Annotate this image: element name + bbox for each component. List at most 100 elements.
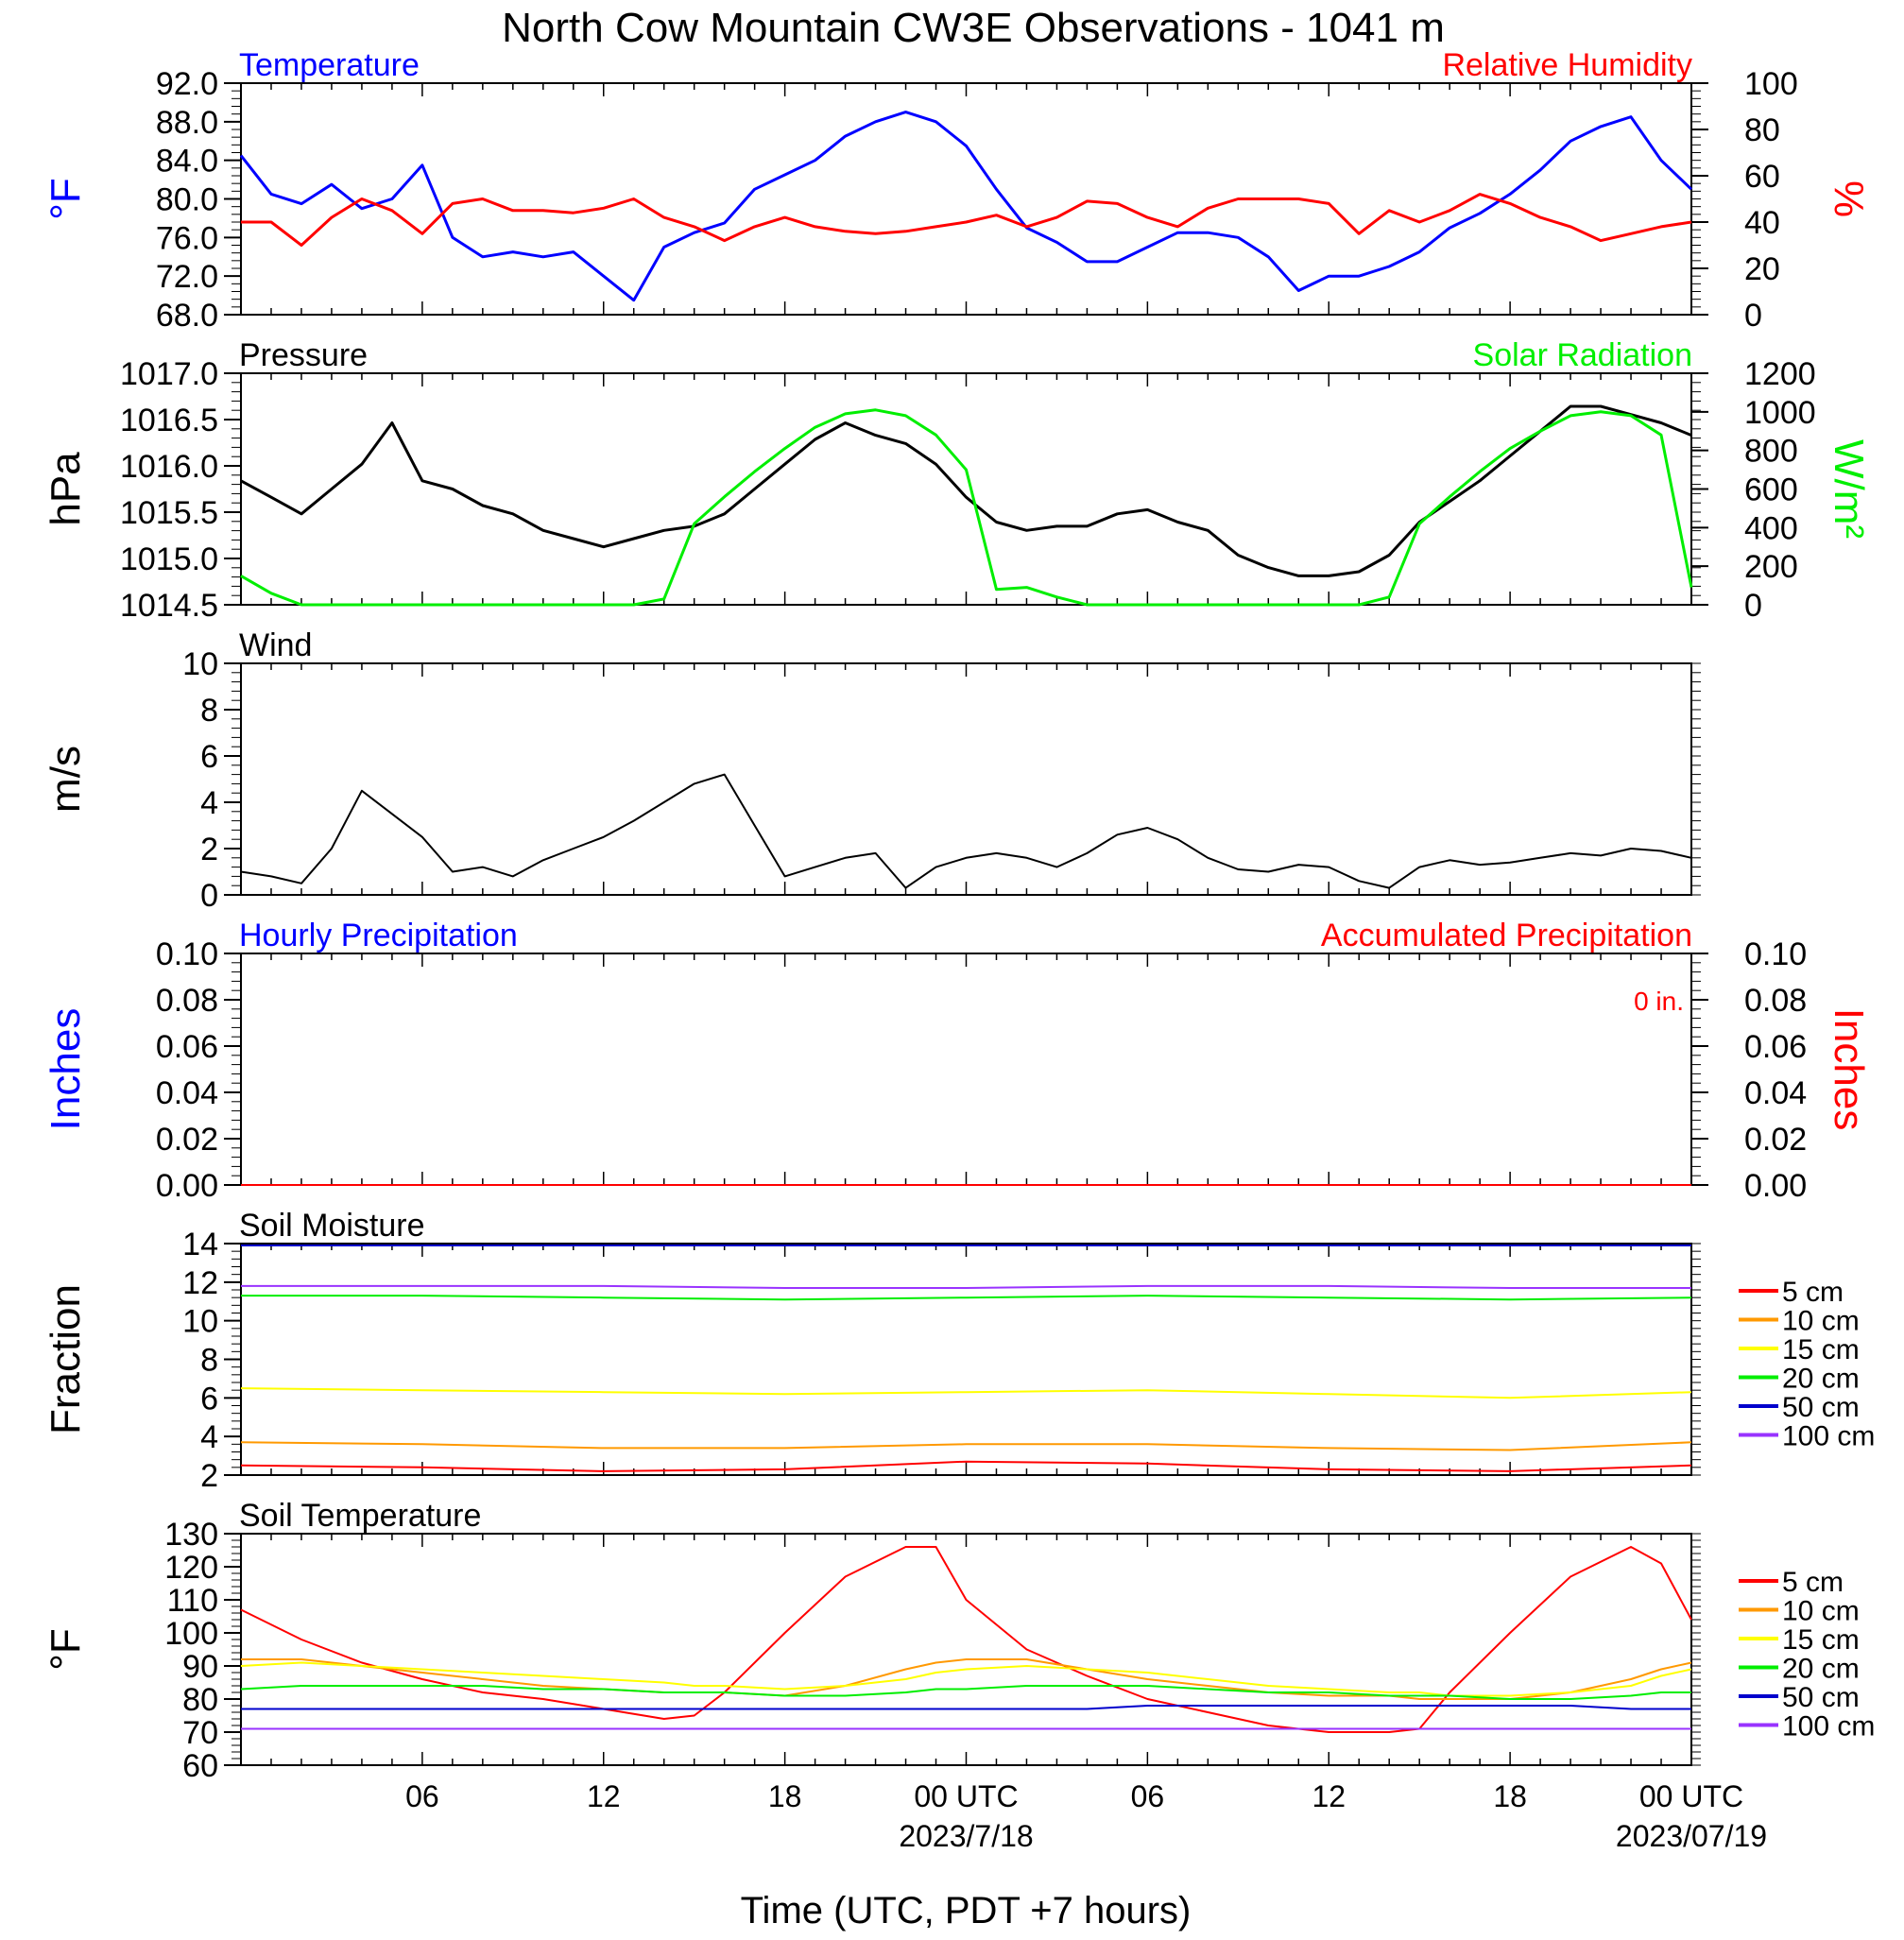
y-axis-title-left: °F	[43, 1628, 89, 1670]
panel-title-left: Soil Moisture	[239, 1208, 425, 1244]
series-line-10-cm	[240, 1441, 1692, 1451]
y-tick-label: 1017.0	[120, 356, 218, 392]
panel-title-left: Hourly Precipitation	[239, 918, 518, 953]
y-tick-label-right: 200	[1744, 549, 1798, 585]
y-tick-label-right: 1200	[1744, 356, 1816, 392]
legend-label: 10 cm	[1782, 1596, 1860, 1627]
y-axis-title-right: %	[1826, 180, 1872, 217]
y-tick-label: 0.08	[156, 983, 218, 1019]
y-axis-title-left: hPa	[43, 452, 89, 526]
y-tick-label: 6	[200, 1381, 218, 1416]
y-tick-label: 72.0	[156, 259, 218, 295]
y-axis-title-right: Inches	[1826, 1008, 1872, 1131]
y-tick-label: 10	[182, 646, 218, 682]
y-tick-label: 130	[164, 1517, 218, 1553]
y-axis-title-left: Fraction	[43, 1284, 89, 1434]
x-tick-label: 18	[768, 1779, 802, 1813]
x-date-label: 2023/7/18	[899, 1819, 1033, 1853]
y-axis-title-right: W/m²	[1826, 439, 1872, 539]
legend-label: 20 cm	[1782, 1654, 1860, 1685]
y-tick-label-right: 800	[1744, 434, 1798, 470]
y-tick-label-right: 0.08	[1744, 983, 1807, 1019]
panel-title-left: Soil Temperature	[239, 1498, 481, 1534]
y-tick-label: 120	[164, 1550, 218, 1586]
y-tick-label: 70	[182, 1715, 218, 1751]
y-tick-label-right: 60	[1744, 159, 1780, 195]
x-tick-label: 06	[405, 1779, 439, 1813]
chart-title: North Cow Mountain CW3E Observations - 1…	[502, 5, 1445, 51]
series-line-solar-radiation	[240, 408, 1693, 607]
y-tick-label: 110	[167, 1583, 218, 1619]
y-tick-label: 60	[182, 1748, 218, 1784]
panel-pressure-solar: 1017.0 1016.5 1016.0 1015.5 1015.0 1014.5 1200…	[43, 337, 1872, 624]
x-tick-label: 18	[1493, 1779, 1527, 1813]
series-line-20-cm	[241, 1295, 1692, 1301]
series-line-20-cm	[240, 1685, 1691, 1700]
series-line-wind-speed	[240, 773, 1692, 889]
y-tick-label: 1015.5	[120, 495, 218, 531]
x-date-label: 2023/07/19	[1616, 1819, 1767, 1853]
panel-title-right: Relative Humidity	[1442, 47, 1692, 83]
y-tick-label-right: 0.04	[1744, 1075, 1807, 1111]
y-axis-title-left: m/s	[43, 746, 89, 813]
legend-label: 100 cm	[1782, 1421, 1875, 1452]
series-line-100-cm	[241, 1284, 1691, 1289]
y-tick-label: 1015.0	[120, 541, 218, 577]
panel-title-left: Pressure	[239, 337, 368, 373]
legend-label: 100 cm	[1782, 1711, 1875, 1743]
y-tick-label-right: 400	[1744, 510, 1798, 546]
y-tick-label: 80	[182, 1682, 218, 1718]
x-axis-title: Time (UTC, PDT +7 hours)	[741, 1890, 1192, 1931]
y-tick-label-right: 0	[1744, 298, 1762, 334]
y-tick-label: 2	[200, 1458, 218, 1494]
legend-label: 15 cm	[1782, 1624, 1860, 1656]
y-tick-label-right: 0.06	[1744, 1029, 1807, 1065]
y-tick-label: 0.00	[156, 1168, 218, 1204]
series-line-10-cm	[241, 1658, 1692, 1700]
y-tick-label: 100	[164, 1616, 218, 1652]
panel-title-left: Temperature	[239, 47, 420, 83]
panel-wind: 10 8 6 4 2 0 Wind m/s	[43, 627, 1701, 914]
y-axis-title-left: °F	[43, 178, 89, 219]
y-tick-label: 4	[200, 785, 218, 821]
y-tick-label: 8	[200, 693, 218, 729]
x-tick-label: 00 UTC	[914, 1779, 1018, 1813]
y-tick-label: 0	[200, 878, 218, 914]
y-tick-label: 10	[182, 1304, 218, 1340]
legend-label: 5 cm	[1782, 1277, 1844, 1308]
y-tick-label: 12	[182, 1265, 218, 1301]
y-tick-label-right: 0.10	[1744, 936, 1807, 972]
legend-label: 50 cm	[1782, 1682, 1860, 1713]
y-tick-label-right: 20	[1744, 251, 1780, 287]
y-tick-label: 84.0	[156, 144, 218, 180]
y-tick-label: 0.10	[156, 936, 218, 972]
series-line-temperature	[239, 111, 1693, 302]
y-tick-label: 0.04	[156, 1075, 218, 1111]
panel-title-right: Accumulated Precipitation	[1321, 918, 1692, 953]
series-line-50-cm	[241, 1705, 1691, 1710]
precip-total-label: 0 in.	[1634, 987, 1684, 1016]
y-tick-label: 4	[200, 1419, 218, 1455]
y-axis-title-left: Inches	[43, 1008, 89, 1131]
y-tick-label: 80.0	[156, 182, 218, 218]
y-tick-label: 88.0	[156, 105, 218, 141]
series-line-15-cm	[240, 1387, 1692, 1399]
y-tick-label: 2	[200, 832, 218, 867]
legend-label: 15 cm	[1782, 1334, 1860, 1365]
legend-label: 10 cm	[1782, 1306, 1860, 1337]
x-tick-label: 00 UTC	[1639, 1779, 1743, 1813]
legend-label: 20 cm	[1782, 1364, 1860, 1395]
y-tick-label: 68.0	[156, 298, 218, 334]
x-tick-label: 12	[1312, 1779, 1346, 1813]
y-tick-label: 1016.0	[120, 449, 218, 485]
y-tick-label-right: 40	[1744, 205, 1780, 241]
series-line-15-cm	[240, 1661, 1692, 1697]
legend-label: 50 cm	[1782, 1392, 1860, 1423]
y-tick-label-right: 0.00	[1744, 1168, 1807, 1204]
series-line-pressure	[240, 404, 1692, 577]
legend-label: 5 cm	[1782, 1567, 1844, 1598]
series-line-5-cm	[240, 1460, 1692, 1472]
